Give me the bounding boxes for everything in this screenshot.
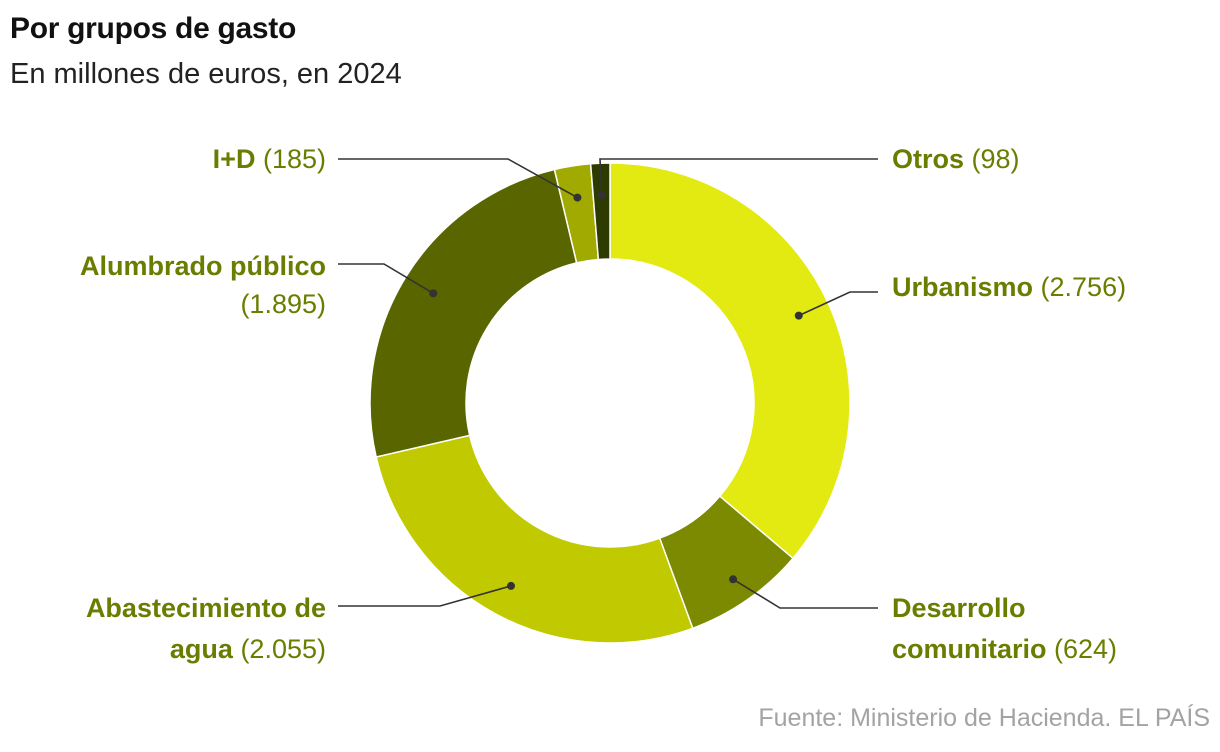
leader-dot (507, 581, 516, 590)
slice-label: Otros (98) (892, 144, 1020, 174)
slice-label: agua (2.055) (170, 634, 326, 664)
leader-dot (597, 191, 606, 200)
slice-label: (1.895) (240, 289, 326, 319)
leader-line (599, 158, 878, 196)
slice-label: Urbanismo (2.756) (892, 272, 1126, 302)
slice-otros (589, 162, 611, 261)
title: Por grupos de gasto (10, 12, 296, 45)
slice-label: Alumbrado público (80, 251, 326, 281)
source-note: Fuente: Ministerio de Hacienda. EL PAÍS (758, 704, 1210, 732)
slice-alumbrado-p-blico (369, 168, 578, 458)
leader-dot (429, 289, 438, 298)
slice-abastecimiento-de-agua (375, 434, 694, 644)
leader-dot (729, 575, 738, 584)
slice-label: I+D (185) (213, 144, 326, 174)
slice-label: Abastecimiento de (86, 593, 326, 623)
subtitle: En millones de euros, en 2024 (10, 58, 402, 90)
leader-line (732, 578, 878, 609)
leader-line (798, 291, 878, 317)
leader-dot (573, 193, 582, 202)
leader-dot (794, 311, 803, 320)
slice-label: comunitario (624) (892, 634, 1117, 664)
slice-label: Desarrollo (892, 593, 1026, 623)
leader-line (338, 263, 434, 295)
slice-urbanismo (609, 162, 851, 560)
leader-line (338, 585, 512, 607)
leader-line (338, 158, 578, 199)
